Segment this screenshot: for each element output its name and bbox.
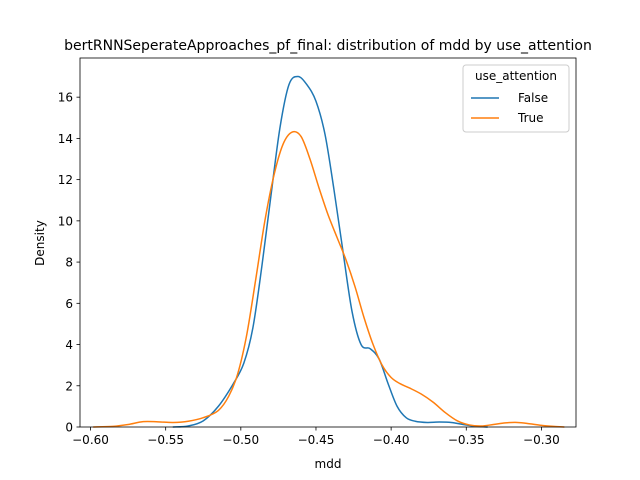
x-tick-label: −0.35 <box>448 433 485 447</box>
legend: use_attention False True <box>462 64 570 133</box>
x-tick-label: −0.60 <box>72 433 109 447</box>
series-line-false <box>172 75 489 428</box>
legend-box <box>462 64 570 133</box>
legend-title: use_attention <box>475 69 557 83</box>
y-tick-label: 0 <box>65 421 73 435</box>
y-axis-label: Density <box>33 220 47 266</box>
y-tick-label: 16 <box>58 91 73 105</box>
series-line-true <box>92 130 565 428</box>
y-tick-label: 2 <box>65 379 73 393</box>
y-tick-label: 4 <box>65 338 73 352</box>
x-axis-label: mdd <box>315 457 342 471</box>
y-tick-label: 10 <box>58 214 73 228</box>
y-tick-label: 8 <box>65 256 73 270</box>
y-tick-label: 6 <box>65 297 73 311</box>
x-axis-ticks: −0.60 −0.55 −0.50 −0.45 −0.40 −0.35 −0.30 <box>72 427 560 447</box>
chart-title: bertRNNSeperateApproaches_pf_final: dist… <box>64 38 592 54</box>
series-layer <box>92 75 565 428</box>
x-tick-label: −0.40 <box>373 433 410 447</box>
legend-label-false: False <box>518 91 548 105</box>
x-tick-label: −0.50 <box>222 433 259 447</box>
legend-label-true: True <box>517 111 544 125</box>
x-tick-label: −0.30 <box>523 433 560 447</box>
plot-frame <box>79 57 577 428</box>
y-axis-ticks: 0 2 4 6 8 10 12 14 16 <box>58 91 80 435</box>
y-tick-label: 12 <box>58 173 73 187</box>
x-tick-label: −0.45 <box>298 433 335 447</box>
y-tick-label: 14 <box>58 132 73 146</box>
x-tick-label: −0.55 <box>147 433 184 447</box>
